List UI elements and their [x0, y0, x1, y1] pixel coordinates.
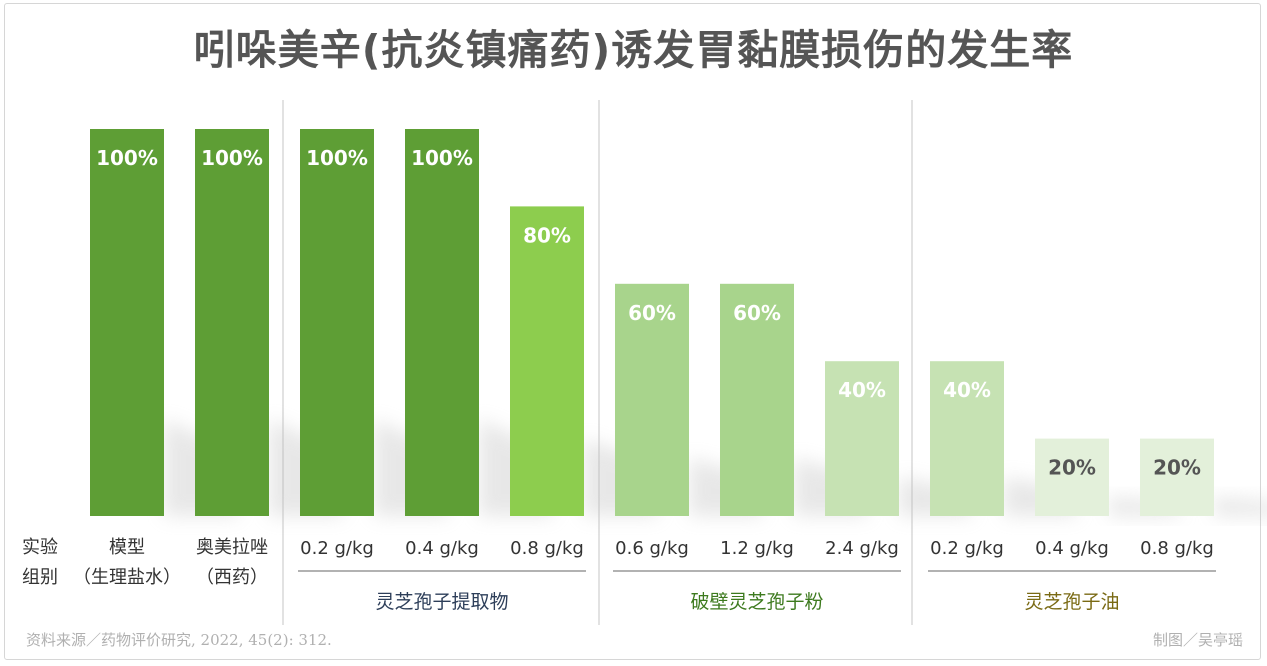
bar — [90, 129, 164, 516]
bar — [510, 206, 584, 516]
bar-value-label: 60% — [628, 301, 676, 325]
row-header: 实验 — [22, 537, 58, 558]
x-tick-label: 0.6 g/kg — [615, 538, 689, 559]
bar — [1035, 438, 1109, 516]
bar — [405, 129, 479, 516]
x-tick-label: 0.4 g/kg — [405, 538, 479, 559]
bar — [615, 283, 689, 516]
x-tick-label: 模型 — [109, 537, 145, 558]
source-note: 资料来源／药物评价研究, 2022, 45(2): 312. — [26, 631, 332, 649]
group-label: 破壁灵芝孢子粉 — [690, 591, 823, 613]
bar — [720, 283, 794, 516]
bar-value-label: 40% — [838, 378, 886, 402]
x-tick-sublabel: （西药） — [196, 567, 268, 588]
bar-value-label: 100% — [411, 146, 473, 170]
x-tick-label: 0.8 g/kg — [1140, 538, 1214, 559]
bar-value-label: 20% — [1048, 456, 1096, 480]
x-tick-label: 0.2 g/kg — [300, 538, 374, 559]
bar — [930, 361, 1004, 516]
bar-value-label: 100% — [306, 146, 368, 170]
bar — [195, 129, 269, 516]
bar — [1140, 438, 1214, 516]
bar-value-label: 20% — [1153, 456, 1201, 480]
x-tick-label: 1.2 g/kg — [720, 538, 794, 559]
bar — [300, 129, 374, 516]
chart-title: 吲哚美辛(抗炎镇痛药)诱发胃黏膜损伤的发生率 — [193, 26, 1074, 74]
credit-note: 制图／吴亭瑶 — [1153, 631, 1243, 649]
x-tick-label: 0.2 g/kg — [930, 538, 1004, 559]
x-tick-label: 0.4 g/kg — [1035, 538, 1109, 559]
x-tick-label: 奥美拉唑 — [196, 537, 268, 558]
x-tick-label: 2.4 g/kg — [825, 538, 899, 559]
x-tick-sublabel: （生理盐水） — [73, 567, 181, 588]
bar-value-label: 40% — [943, 378, 991, 402]
group-label: 灵芝孢子油 — [1024, 591, 1119, 613]
bar-value-label: 60% — [733, 301, 781, 325]
bar-value-label: 100% — [201, 146, 263, 170]
row-header: 组别 — [22, 567, 58, 588]
bar — [825, 361, 899, 516]
x-tick-label: 0.8 g/kg — [510, 538, 584, 559]
bar-value-label: 80% — [523, 223, 571, 247]
group-label: 灵芝孢子提取物 — [375, 591, 508, 613]
bar-shadow — [1214, 496, 1267, 516]
bar-value-label: 100% — [96, 146, 158, 170]
